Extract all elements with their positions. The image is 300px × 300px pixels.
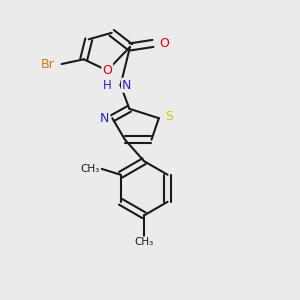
Text: Br: Br bbox=[40, 58, 54, 70]
Text: S: S bbox=[165, 110, 173, 123]
Text: O: O bbox=[102, 64, 112, 77]
Text: CH₃: CH₃ bbox=[81, 164, 100, 174]
Text: O: O bbox=[159, 37, 169, 50]
Text: N: N bbox=[100, 112, 110, 125]
Text: H: H bbox=[103, 79, 112, 92]
Text: N: N bbox=[122, 79, 131, 92]
Text: CH₃: CH₃ bbox=[134, 237, 154, 248]
